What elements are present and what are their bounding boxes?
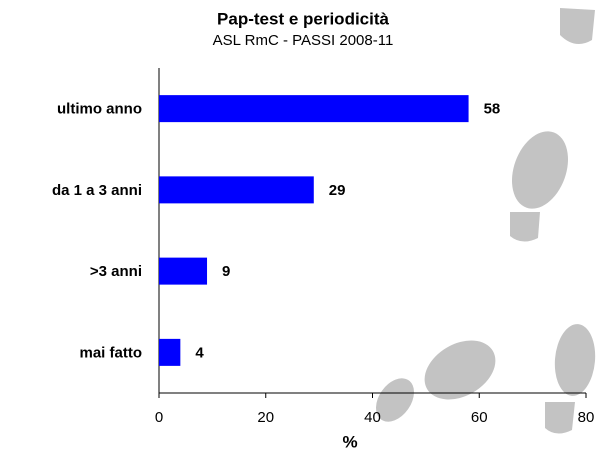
y-tick-label: ultimo anno: [57, 101, 142, 118]
bar: [159, 176, 314, 204]
x-tick-label: 80: [578, 409, 595, 426]
chart-subtitle: ASL RmC - PASSI 2008-11: [213, 32, 394, 49]
y-tick-label: mai fatto: [79, 344, 142, 361]
x-tick-label: 20: [257, 409, 274, 426]
value-label: 58: [484, 101, 501, 118]
value-label: 29: [329, 182, 346, 199]
y-tick-label: da 1 a 3 anni: [52, 182, 142, 199]
x-tick-label: 40: [364, 409, 381, 426]
x-axis-label: %: [342, 432, 357, 451]
bar: [159, 257, 208, 285]
x-tick-label: 0: [155, 409, 163, 426]
x-tick-label: 60: [471, 409, 488, 426]
bar: [159, 95, 469, 123]
y-tick-label: >3 anni: [90, 263, 142, 280]
chart-title: Pap-test e periodicità: [217, 9, 389, 28]
bar: [159, 338, 181, 366]
value-label: 4: [195, 344, 204, 361]
value-label: 9: [222, 263, 230, 280]
footprints-decoration: [375, 8, 596, 434]
